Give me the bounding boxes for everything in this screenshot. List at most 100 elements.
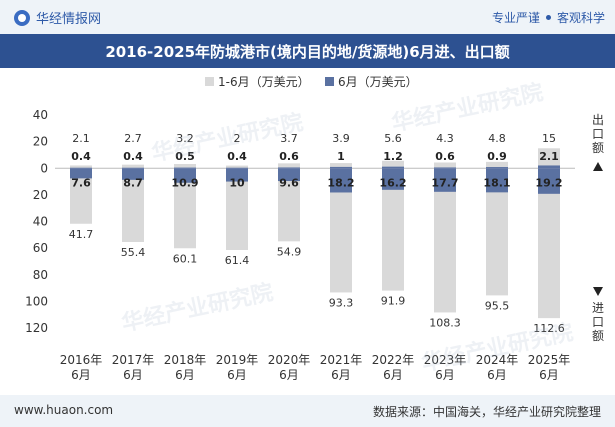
bar-cumulative-import bbox=[538, 168, 560, 319]
bar-june-import bbox=[538, 168, 560, 194]
y-tick-label: 20 bbox=[33, 188, 48, 202]
data-label-june-import: 7.6 bbox=[71, 176, 91, 189]
data-label-june-export: 0.4 bbox=[227, 150, 247, 163]
legend-swatch bbox=[325, 77, 334, 86]
data-label-june-export: 0.6 bbox=[435, 150, 455, 163]
x-tick-label: 2025年 6月 bbox=[528, 353, 571, 382]
bar-june-import bbox=[486, 168, 508, 193]
bar-june-import bbox=[226, 168, 248, 182]
x-tick-label: 2018年 6月 bbox=[164, 353, 207, 382]
slogan-right: 客观科学 bbox=[556, 11, 605, 25]
chart: 40 20 0 20 40 60 80 100 120 1-6月（万美元） 6月（万美元） 2.1 0.… bbox=[25, 75, 604, 382]
data-label-cumulative-import: 91.9 bbox=[381, 295, 406, 308]
data-label-cumulative-export: 4.3 bbox=[436, 132, 454, 145]
data-label-june-import: 10.9 bbox=[171, 176, 198, 189]
side-label-export-char: 出 bbox=[592, 113, 604, 127]
data-label-cumulative-export: 2 bbox=[234, 132, 241, 145]
bar-cumulative-import bbox=[70, 168, 92, 224]
x-tick-label: 2023年 6月 bbox=[424, 353, 467, 382]
y-tick-label: 20 bbox=[33, 135, 48, 149]
bar-cumulative-import bbox=[330, 168, 352, 293]
site-url[interactable]: www.huaon.com bbox=[14, 403, 114, 417]
y-tick-label: 40 bbox=[33, 215, 48, 229]
data-label-cumulative-export: 2.1 bbox=[72, 132, 90, 145]
side-label-import-char: 进 bbox=[592, 301, 604, 315]
y-tick-label: 120 bbox=[25, 321, 48, 335]
bar-june-export bbox=[486, 167, 508, 169]
footer: www.huaon.com 数据来源：中国海关，华经产业研究院整理 bbox=[0, 395, 615, 427]
bar-june-import bbox=[70, 168, 92, 179]
bar-cumulative-import bbox=[434, 168, 456, 313]
data-label-cumulative-export: 3.9 bbox=[332, 132, 350, 145]
bar-june-export bbox=[330, 166, 352, 169]
data-label-cumulative-import: 54.9 bbox=[277, 245, 302, 258]
bar-cumulative-export bbox=[122, 164, 144, 169]
side-label-import-char: 口 bbox=[592, 315, 604, 329]
y-tick-label: 60 bbox=[33, 241, 48, 255]
data-label-june-import: 16.2 bbox=[379, 176, 406, 189]
data-label-june-export: 0.4 bbox=[71, 150, 91, 163]
data-label-cumulative-import: 93.3 bbox=[329, 296, 354, 309]
x-tick-label: 2024年 6月 bbox=[476, 353, 519, 382]
slogan-left: 专业严谨 bbox=[491, 11, 540, 25]
bar-cumulative-export bbox=[486, 161, 508, 169]
bar-june-export bbox=[226, 167, 248, 169]
bar-cumulative-import bbox=[122, 168, 144, 243]
brand[interactable]: 华经情报网 bbox=[14, 8, 101, 27]
y-tick-label: 100 bbox=[25, 294, 48, 308]
data-label-cumulative-export: 4.8 bbox=[488, 132, 506, 145]
bar-cumulative-export bbox=[226, 165, 248, 169]
bar-june-export bbox=[538, 165, 560, 169]
data-label-cumulative-import: 61.4 bbox=[225, 254, 250, 267]
x-tick-label: 2021年 6月 bbox=[320, 353, 363, 382]
x-tick-label: 2017年 6月 bbox=[112, 353, 155, 382]
data-label-june-import: 17.7 bbox=[431, 176, 458, 189]
bar-cumulative-export bbox=[70, 165, 92, 169]
y-tick-label: 0 bbox=[40, 161, 48, 175]
slogan: 专业严谨 客观科学 bbox=[492, 9, 605, 26]
bar-cumulative-import bbox=[486, 168, 508, 296]
bar-june-export bbox=[70, 167, 92, 169]
side-label-export-char: 口 bbox=[592, 127, 604, 141]
bar-june-import bbox=[278, 168, 300, 182]
legend-label: 1-6月（万美元） bbox=[218, 75, 310, 89]
data-label-cumulative-import: 108.3 bbox=[429, 316, 461, 329]
bar-june-import bbox=[122, 168, 144, 180]
bar-cumulative-export bbox=[174, 163, 196, 169]
data-label-cumulative-import: 55.4 bbox=[121, 246, 146, 259]
x-tick-label: 2019年 6月 bbox=[216, 353, 259, 382]
data-label-june-export: 0.6 bbox=[279, 150, 299, 163]
brand-logo-icon bbox=[14, 9, 30, 26]
data-label-june-export: 1.2 bbox=[383, 150, 403, 163]
data-label-june-import: 19.2 bbox=[535, 176, 562, 189]
data-label-cumulative-export: 3.7 bbox=[280, 132, 298, 145]
data-label-june-import: 10 bbox=[229, 176, 245, 189]
bar-cumulative-export bbox=[538, 148, 560, 169]
bar-cumulative-import bbox=[278, 168, 300, 242]
bar-june-import bbox=[174, 168, 196, 183]
data-label-cumulative-import: 41.7 bbox=[69, 228, 94, 241]
x-tick-label: 2016年 6月 bbox=[60, 353, 103, 382]
top-bar: 华经情报网 专业严谨 客观科学 bbox=[0, 0, 615, 34]
data-label-june-export: 0.9 bbox=[487, 150, 507, 163]
chart-title: 2016-2025年防城港市(境内目的地/货源地)6月进、出口额 bbox=[105, 43, 510, 61]
data-label-cumulative-export: 3.2 bbox=[176, 132, 194, 145]
data-label-cumulative-export: 5.6 bbox=[384, 132, 402, 145]
data-label-june-import: 18.1 bbox=[483, 176, 510, 189]
brand-name: 华经情报网 bbox=[36, 12, 102, 27]
y-tick-label: 40 bbox=[33, 108, 48, 122]
bar-cumulative-export bbox=[278, 163, 300, 169]
data-label-june-export: 2.1 bbox=[539, 150, 559, 163]
bullet-dot-icon bbox=[545, 15, 551, 20]
bar-june-export bbox=[434, 167, 456, 169]
title-bar: 2016-2025年防城港市(境内目的地/货源地)6月进、出口额 bbox=[0, 34, 615, 68]
legend-swatch bbox=[205, 77, 214, 86]
bar-cumulative-export bbox=[330, 163, 352, 169]
bar-cumulative-export bbox=[382, 160, 404, 169]
bar-june-export bbox=[122, 167, 144, 169]
data-source: 数据来源：中国海关，华经产业研究院整理 bbox=[372, 405, 601, 419]
data-label-june-export: 1 bbox=[337, 150, 345, 163]
data-label-cumulative-import: 95.5 bbox=[485, 299, 510, 312]
x-tick-label: 2020年 6月 bbox=[268, 353, 311, 382]
data-label-cumulative-export: 2.7 bbox=[124, 132, 142, 145]
